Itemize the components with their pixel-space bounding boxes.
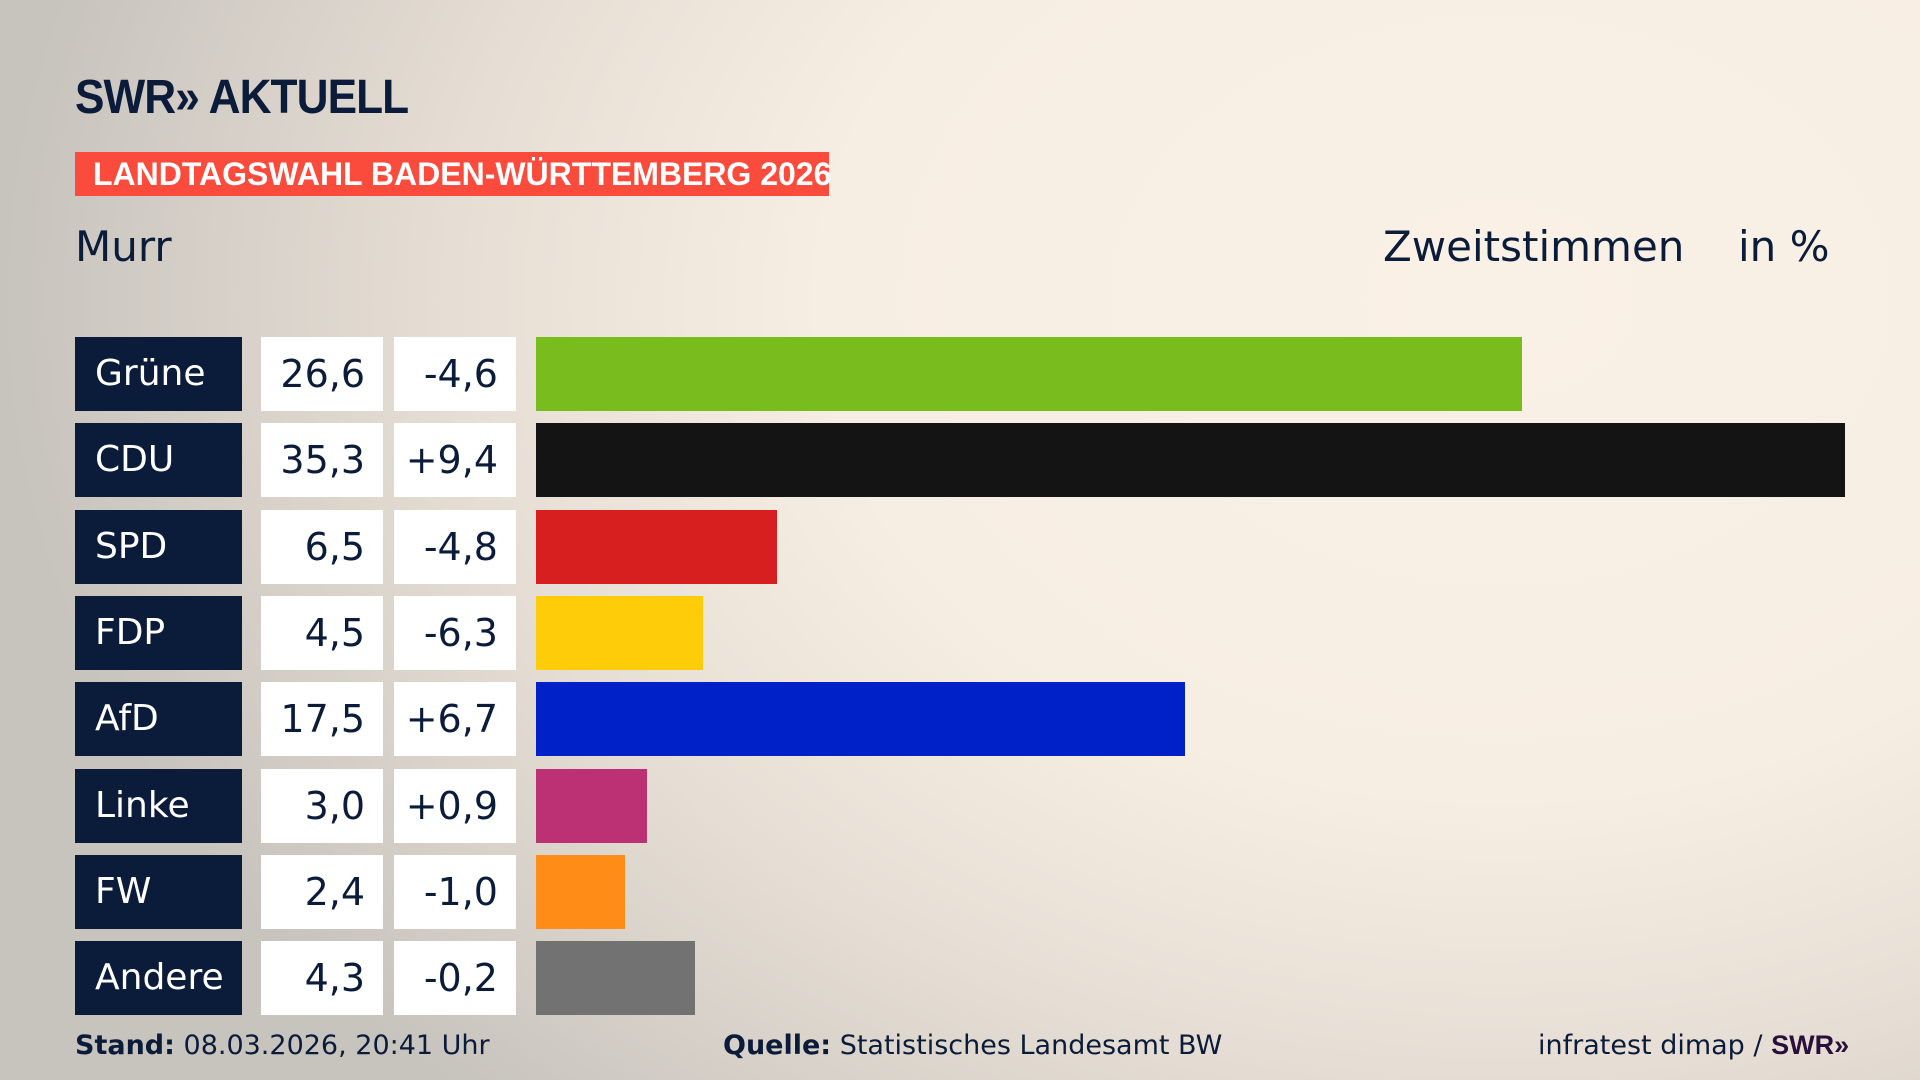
value-label: 35,3 <box>261 423 383 498</box>
change-label: +0,9 <box>394 768 516 843</box>
credit-text: infratest dimap / <box>1538 1030 1763 1061</box>
stand-value: 08.03.2026, 20:41 Uhr <box>183 1030 490 1061</box>
bar <box>536 682 1185 757</box>
region-title: Murr <box>75 222 172 271</box>
source-value: Statistisches Landesamt BW <box>839 1030 1223 1061</box>
stand-label: Stand: <box>75 1030 175 1061</box>
value-label: 4,3 <box>261 941 383 1016</box>
change-label: -0,2 <box>394 941 516 1016</box>
change-label: +9,4 <box>394 423 516 498</box>
value-label: 2,4 <box>261 854 383 929</box>
bar <box>536 423 1845 498</box>
change-label: -1,0 <box>394 854 516 929</box>
value-label: 6,5 <box>261 509 383 584</box>
bar <box>536 337 1523 411</box>
value-label: 3,0 <box>261 768 383 843</box>
change-label: +6,7 <box>394 682 516 757</box>
swr-logo-small: SWR» <box>1771 1030 1850 1060</box>
value-label: 17,5 <box>261 682 383 757</box>
party-label: Grüne <box>75 337 242 411</box>
source-label: Quelle: <box>723 1030 832 1061</box>
bar <box>536 595 703 670</box>
source: Quelle: Statistisches Landesamt BW <box>723 1030 1222 1061</box>
value-label: 4,5 <box>261 595 383 670</box>
bar <box>536 941 696 1016</box>
change-label: -4,8 <box>394 509 516 584</box>
party-label: AfD <box>75 682 242 757</box>
credit: infratest dimap / SWR» <box>1538 1030 1849 1061</box>
swr-aktuell-logo: SWR» AKTUELL <box>75 71 409 124</box>
party-label: FDP <box>75 595 242 670</box>
bar <box>536 768 648 843</box>
timestamp: Stand: 08.03.2026, 20:41 Uhr <box>75 1030 490 1061</box>
change-label: -6,3 <box>394 595 516 670</box>
change-label: -4,6 <box>394 337 516 411</box>
party-label: SPD <box>75 509 242 584</box>
party-label: Andere <box>75 941 242 1016</box>
election-banner: LANDTAGSWAHL BADEN-WÜRTTEMBERG 2026 <box>75 152 831 196</box>
value-label: 26,6 <box>261 337 383 411</box>
bar <box>536 854 625 929</box>
metric-label: Zweitstimmen <box>1383 222 1685 271</box>
party-label: CDU <box>75 423 242 498</box>
unit-label: in % <box>1738 222 1830 271</box>
party-label: Linke <box>75 768 242 843</box>
bar <box>536 509 778 584</box>
party-label: FW <box>75 854 242 929</box>
